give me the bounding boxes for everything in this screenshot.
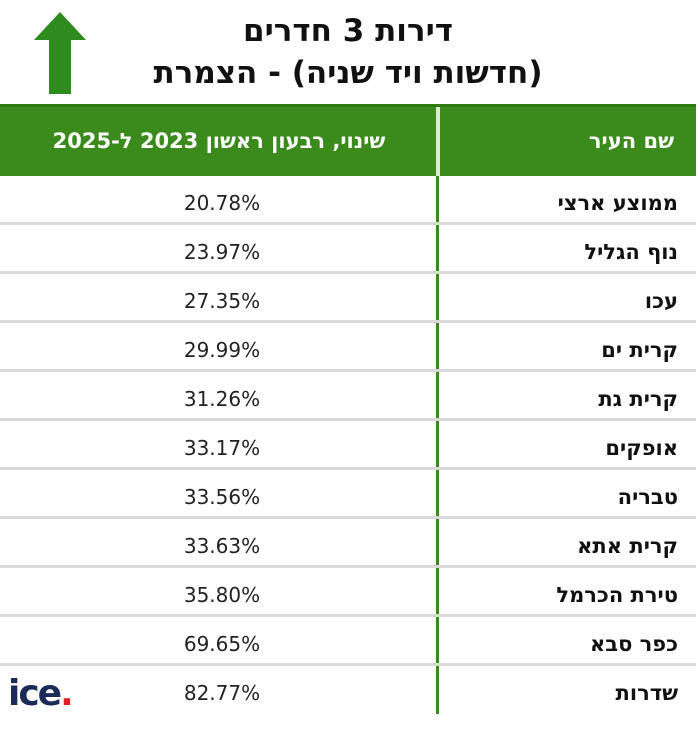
header: דירות 3 חדרים (חדשות ויד שניה) - הצמרת	[0, 0, 696, 104]
cell-change: 27.35%	[183, 289, 261, 313]
table-row: טירת הכרמל 35.80%	[0, 568, 696, 617]
table-row: קרית גת 31.26%	[0, 372, 696, 421]
cell-change: 31.26%	[183, 387, 261, 411]
header-divider	[436, 107, 440, 176]
column-divider	[436, 176, 439, 714]
cell-city: ממוצע ארצי	[557, 191, 678, 215]
cell-city: נוף הגליל	[584, 240, 678, 264]
table-row: ממוצע ארצי 20.78%	[0, 176, 696, 225]
title-line-1: דירות 3 חדרים	[243, 13, 453, 49]
cell-city: כפר סבא	[589, 632, 678, 656]
logo-letters: ice	[8, 673, 62, 714]
table-row: טבריה 33.56%	[0, 470, 696, 519]
up-arrow-icon	[34, 12, 86, 94]
cell-change: 23.97%	[183, 240, 261, 264]
table-body: ממוצע ארצי 20.78% נוף הגליל 23.97% עכו 27.35%…	[0, 176, 696, 715]
table-row: נוף הגליל 23.97%	[0, 225, 696, 274]
cell-change: 33.63%	[183, 534, 261, 558]
table-row: קרית אתא 33.63%	[0, 519, 696, 568]
page-title: דירות 3 חדרים (חדשות ויד שניה) - הצמרת	[0, 10, 696, 94]
table-row: עכו 27.35%	[0, 274, 696, 323]
table-row: שדרות 82.77%	[0, 666, 696, 715]
cell-change: 33.17%	[183, 436, 261, 460]
cell-change: 82.77%	[183, 681, 261, 705]
table-row: קרית ים 29.99%	[0, 323, 696, 372]
cell-city: עכו	[644, 289, 678, 313]
cell-city: קרית אתא	[577, 534, 678, 558]
logo-dot: .	[60, 673, 74, 714]
table-row: אופקים 33.17%	[0, 421, 696, 470]
header-city: שם העיר	[588, 129, 674, 153]
table-row: כפר סבא 69.65%	[0, 617, 696, 666]
ice-logo: ice.	[8, 673, 74, 714]
cell-city: קרית ים	[601, 338, 678, 362]
cell-city: שדרות	[615, 681, 678, 705]
cell-change: 33.56%	[183, 485, 261, 509]
table-header: שם העיר שינוי, רבעון ראשון 2023 ל-2025	[0, 104, 696, 176]
cell-change: 29.99%	[183, 338, 261, 362]
cell-city: אופקים	[605, 436, 678, 460]
cell-change: 20.78%	[183, 191, 261, 215]
cell-change: 35.80%	[183, 583, 261, 607]
cell-city: טבריה	[617, 485, 678, 509]
title-line-2: (חדשות ויד שניה) - הצמרת	[153, 55, 543, 91]
cell-city: קרית גת	[598, 387, 678, 411]
header-change: שינוי, רבעון ראשון 2023 ל-2025	[52, 129, 386, 153]
cell-city: טירת הכרמל	[556, 583, 678, 607]
cell-change: 69.65%	[183, 632, 261, 656]
